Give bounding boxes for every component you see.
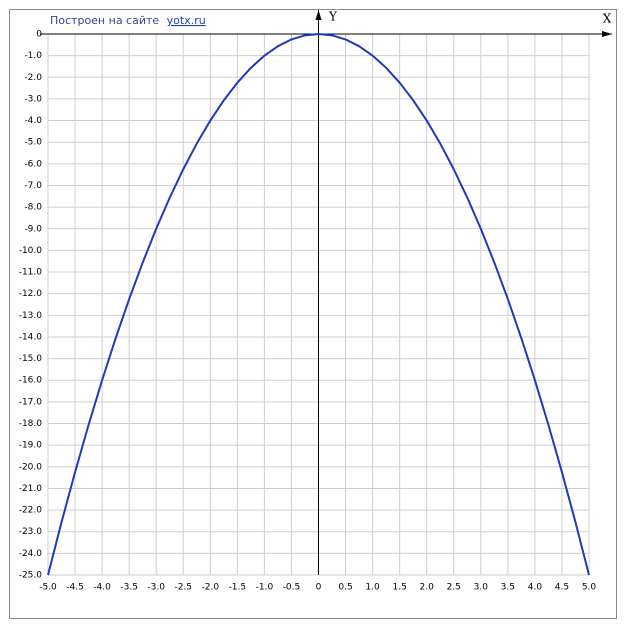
x-tick-label: 0	[316, 583, 322, 593]
y-tick-label: 0	[36, 30, 42, 40]
credit-link[interactable]: yotx.ru	[167, 14, 206, 27]
y-tick-label: -21.0	[19, 484, 43, 494]
x-tick-label: -2.0	[202, 583, 220, 593]
y-tick-label: -13.0	[19, 311, 43, 321]
x-tick-label: 3.0	[474, 583, 489, 593]
x-tick-label: -3.5	[120, 583, 138, 593]
x-tick-label: -1.0	[256, 583, 274, 593]
x-tick-label: 4.0	[528, 583, 543, 593]
frame	[9, 9, 617, 619]
y-tick-label: -23.0	[19, 527, 43, 537]
y-tick-label: -16.0	[19, 376, 43, 386]
y-tick-label: -6.0	[24, 159, 42, 169]
x-tick-label: -4.5	[66, 583, 84, 593]
x-tick-label: 1.0	[365, 583, 380, 593]
y-tick-label: -5.0	[24, 138, 42, 148]
y-tick-label: -9.0	[24, 224, 42, 234]
curve	[47, 33, 590, 576]
y-tick-label: -11.0	[19, 268, 43, 278]
y-tick-label: -7.0	[24, 181, 42, 191]
x-tick-label: 1.5	[392, 583, 406, 593]
x-tick-label: 3.5	[501, 583, 515, 593]
x-tick-label: 2.0	[420, 583, 435, 593]
y-tick-label: -18.0	[19, 419, 43, 429]
y-tick-label: -20.0	[19, 462, 43, 472]
x-tick-label: -5.0	[39, 583, 57, 593]
y-tick-label: -19.0	[19, 441, 43, 451]
y-tick-label: -1.0	[24, 51, 42, 61]
y-tick-label: -25.0	[19, 571, 43, 581]
y-tick-label: -17.0	[19, 397, 43, 407]
y-tick-label: -2.0	[24, 73, 42, 83]
x-tick-label: -0.5	[283, 583, 301, 593]
y-tick-label: -24.0	[19, 549, 43, 559]
y-axis-label: Y	[328, 10, 338, 24]
y-axis-arrow	[315, 10, 322, 20]
x-tick-label: 2.5	[447, 583, 461, 593]
x-tick-label: -4.0	[93, 583, 111, 593]
x-tick-label: 0.5	[338, 583, 352, 593]
x-axis-arrow	[602, 31, 612, 37]
y-tick-label: -22.0	[19, 506, 43, 516]
y-tick-label: -15.0	[19, 354, 43, 364]
x-tick-label: -3.0	[147, 583, 165, 593]
y-tick-label: -4.0	[24, 116, 42, 126]
x-tick-label: 4.5	[555, 583, 569, 593]
y-tick-label: -8.0	[24, 203, 42, 213]
y-tick-label: -12.0	[19, 289, 43, 299]
credit: Построен на сайте yotx.ru	[50, 14, 206, 27]
x-tick-label: 5.0	[582, 583, 597, 593]
x-tick-label: -1.5	[229, 583, 247, 593]
credit-text: Построен на сайте	[50, 14, 159, 27]
x-tick-label: -2.5	[174, 583, 192, 593]
y-tick-label: -3.0	[24, 94, 42, 104]
y-tick-label: -14.0	[19, 332, 43, 342]
y-tick-label: -10.0	[19, 246, 43, 256]
x-axis-label: X	[603, 12, 612, 26]
